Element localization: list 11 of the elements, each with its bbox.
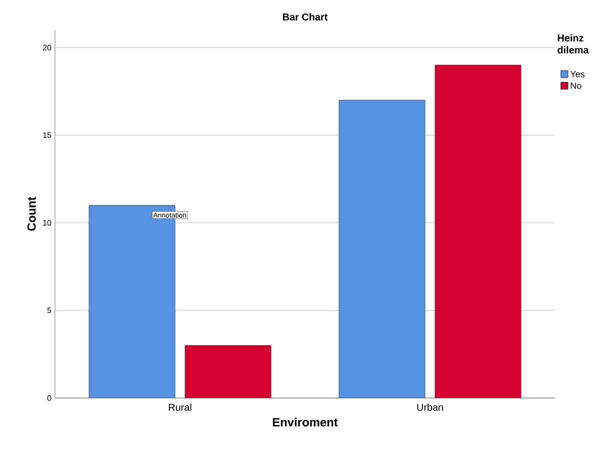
- y-axis-title: Count: [27, 196, 36, 231]
- bar: [434, 64, 522, 398]
- bar: [184, 345, 272, 398]
- x-tick-label: Urban: [417, 404, 443, 411]
- bar: [338, 100, 426, 398]
- x-axis-title: Enviroment: [272, 418, 338, 426]
- legend-title: Heinz dilema: [558, 34, 589, 54]
- x-tick-label: Rural: [168, 404, 192, 411]
- legend-label: No: [570, 82, 582, 89]
- chart-title: Bar Chart: [282, 13, 328, 20]
- legend-label: Yes: [570, 70, 584, 78]
